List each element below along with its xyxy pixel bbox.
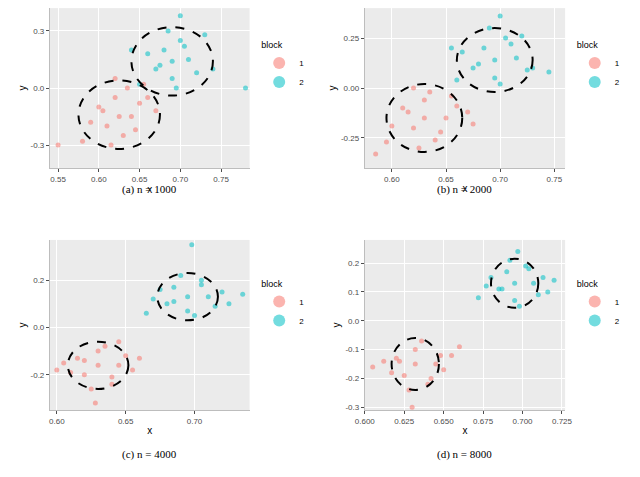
svg-text:0.60: 0.60: [91, 175, 107, 184]
svg-text:y: y: [331, 323, 342, 328]
svg-text:0.650: 0.650: [434, 417, 455, 426]
svg-text:0.700: 0.700: [513, 417, 534, 426]
svg-text:0.0: 0.0: [33, 323, 45, 332]
svg-text:0.0: 0.0: [33, 84, 45, 93]
svg-text:0.65: 0.65: [132, 175, 148, 184]
svg-text:0.70: 0.70: [173, 175, 189, 184]
svg-text:2: 2: [615, 317, 620, 326]
svg-text:(c) n = 4000: (c) n = 4000: [122, 448, 177, 461]
svg-text:y: y: [327, 86, 338, 91]
svg-text:2: 2: [299, 78, 304, 87]
svg-text:block: block: [577, 40, 599, 50]
svg-text:-0.2: -0.2: [31, 371, 45, 380]
svg-text:0.2: 0.2: [348, 259, 360, 268]
svg-text:(a) n = 1000: (a) n = 1000: [122, 183, 177, 196]
svg-text:0.70: 0.70: [492, 175, 508, 184]
svg-text:0.0: 0.0: [348, 317, 360, 326]
svg-text:y: y: [17, 323, 28, 328]
svg-text:x: x: [147, 184, 152, 195]
svg-text:block: block: [261, 279, 283, 289]
svg-text:0.65: 0.65: [118, 417, 134, 426]
svg-text:x: x: [462, 183, 467, 194]
svg-text:(b) n = 2000: (b) n = 2000: [437, 183, 492, 196]
svg-text:x: x: [147, 425, 152, 436]
svg-text:0.65: 0.65: [438, 175, 454, 184]
svg-text:y: y: [17, 86, 28, 91]
svg-text:-0.25: -0.25: [341, 134, 360, 143]
svg-text:1: 1: [615, 298, 620, 307]
svg-text:1: 1: [299, 298, 304, 307]
svg-text:x: x: [462, 425, 467, 436]
svg-text:block: block: [577, 279, 599, 289]
svg-text:0.75: 0.75: [213, 175, 229, 184]
svg-text:0.725: 0.725: [552, 417, 573, 426]
svg-text:0.1: 0.1: [348, 288, 360, 297]
svg-text:0.25: 0.25: [344, 34, 360, 43]
svg-text:block: block: [261, 40, 283, 50]
svg-text:-0.2: -0.2: [345, 374, 359, 383]
svg-text:-0.3: -0.3: [31, 141, 45, 150]
svg-text:0.625: 0.625: [394, 417, 415, 426]
svg-text:0.60: 0.60: [49, 417, 65, 426]
svg-text:0.3: 0.3: [33, 27, 45, 36]
svg-text:-0.1: -0.1: [345, 345, 359, 354]
svg-text:(d) n = 8000: (d) n = 8000: [437, 448, 492, 461]
svg-text:0.00: 0.00: [344, 84, 360, 93]
svg-text:1: 1: [299, 59, 304, 68]
svg-text:0.600: 0.600: [355, 417, 376, 426]
svg-text:0.70: 0.70: [187, 417, 203, 426]
svg-text:-0.3: -0.3: [345, 403, 359, 412]
svg-text:0.60: 0.60: [384, 175, 400, 184]
svg-text:2: 2: [299, 317, 304, 326]
svg-text:2: 2: [615, 78, 620, 87]
svg-text:0.55: 0.55: [50, 175, 66, 184]
svg-text:0.675: 0.675: [473, 417, 494, 426]
svg-text:0.2: 0.2: [33, 276, 45, 285]
svg-text:0.75: 0.75: [547, 175, 563, 184]
svg-text:1: 1: [615, 59, 620, 68]
